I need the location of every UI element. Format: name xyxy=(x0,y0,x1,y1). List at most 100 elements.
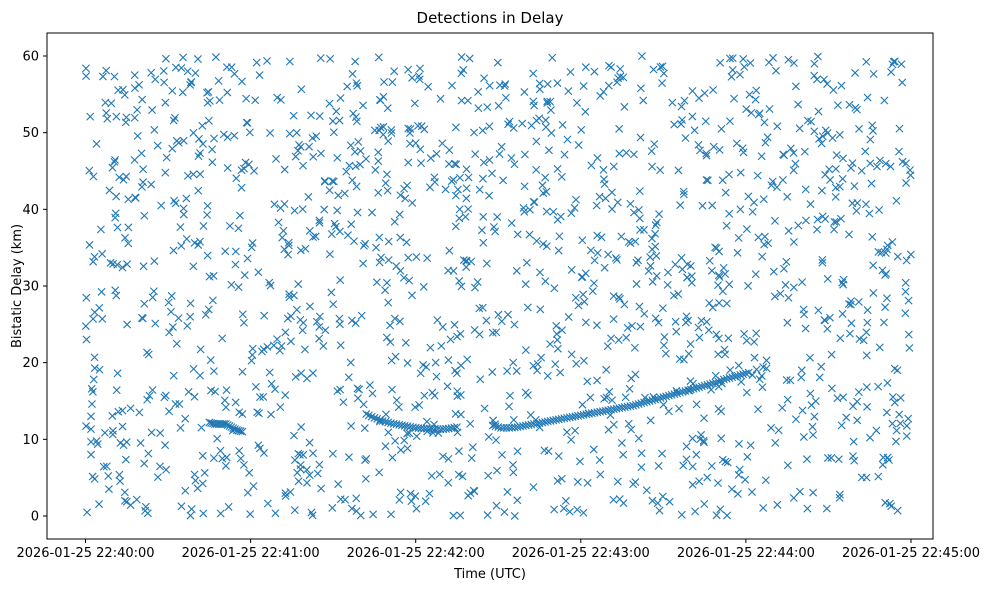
noise-point xyxy=(573,98,581,107)
noise-point xyxy=(294,449,303,458)
noise-point xyxy=(658,492,667,501)
noise-point xyxy=(161,54,170,63)
noise-point xyxy=(361,474,370,483)
noise-point xyxy=(635,187,644,196)
noise-point xyxy=(842,413,851,422)
noise-point xyxy=(494,310,503,319)
noise-point xyxy=(795,487,804,496)
y-tick-label: 30 xyxy=(22,280,39,295)
noise-point xyxy=(532,165,541,174)
noise-point xyxy=(660,332,669,341)
noise-point xyxy=(546,106,555,115)
noise-point xyxy=(674,290,683,299)
noise-point xyxy=(273,93,282,102)
noise-point xyxy=(613,198,622,207)
noise-point xyxy=(82,293,91,302)
noise-point xyxy=(540,446,549,455)
track-point xyxy=(452,423,461,432)
noise-point xyxy=(510,320,519,329)
track-point xyxy=(708,379,717,388)
noise-point xyxy=(851,68,860,77)
noise-point xyxy=(814,107,823,116)
noise-point xyxy=(302,478,311,487)
noise-point xyxy=(316,149,325,158)
noise-point xyxy=(644,267,653,276)
noise-point xyxy=(553,344,562,353)
noise-point xyxy=(136,439,145,448)
noise-point xyxy=(344,373,353,382)
noise-point xyxy=(438,323,447,331)
noise-point xyxy=(159,66,168,75)
noise-point xyxy=(654,461,663,470)
noise-point xyxy=(750,198,759,207)
noise-point xyxy=(186,312,195,321)
noise-point xyxy=(381,286,390,295)
noise-point xyxy=(213,434,222,443)
noise-point xyxy=(191,69,200,78)
noise-point xyxy=(552,329,561,338)
noise-point xyxy=(203,201,212,210)
noise-point xyxy=(677,102,686,111)
noise-point xyxy=(661,349,670,358)
noise-point xyxy=(570,203,579,212)
noise-point xyxy=(183,171,192,180)
noise-point xyxy=(491,227,500,236)
track-point xyxy=(645,397,654,405)
noise-point xyxy=(723,458,732,467)
noise-point xyxy=(151,319,160,328)
noise-point xyxy=(857,473,866,482)
noise-point xyxy=(374,53,383,62)
noise-point xyxy=(220,396,229,405)
noise-point xyxy=(181,486,190,495)
noise-point xyxy=(542,207,551,216)
noise-point xyxy=(727,72,736,81)
noise-point xyxy=(249,482,258,491)
noise-point xyxy=(223,164,232,172)
noise-point xyxy=(776,289,785,298)
noise-point xyxy=(663,268,672,277)
noise-point xyxy=(609,162,618,171)
noise-point xyxy=(634,205,643,214)
noise-point xyxy=(473,278,482,287)
noise-point xyxy=(484,471,493,480)
noise-point xyxy=(203,251,212,260)
noise-point xyxy=(636,322,645,331)
noise-point xyxy=(604,81,613,90)
noise-point xyxy=(230,131,239,140)
noise-point xyxy=(740,329,749,338)
noise-point xyxy=(482,316,491,325)
noise-point xyxy=(254,441,263,450)
noise-point xyxy=(296,315,305,324)
noise-point xyxy=(426,154,435,163)
noise-point xyxy=(612,255,621,264)
noise-point xyxy=(651,229,660,238)
noise-point xyxy=(325,99,334,108)
noise-point xyxy=(424,82,433,91)
noise-point xyxy=(699,436,708,445)
noise-point xyxy=(289,111,298,120)
noise-point xyxy=(510,160,519,169)
noise-point xyxy=(536,305,545,314)
noise-point xyxy=(621,393,630,402)
noise-point xyxy=(846,300,855,309)
noise-point xyxy=(329,300,338,309)
noise-point xyxy=(452,160,461,169)
noise-point xyxy=(628,321,637,330)
noise-point xyxy=(825,165,834,174)
noise-point xyxy=(454,447,463,456)
noise-point xyxy=(423,254,432,263)
noise-point xyxy=(640,309,649,318)
noise-point xyxy=(686,261,695,270)
x-axis-label: Time (UTC) xyxy=(453,567,526,582)
noise-point xyxy=(754,233,763,242)
noise-point xyxy=(619,450,628,459)
noise-point xyxy=(267,379,276,388)
noise-point xyxy=(297,369,306,378)
noise-point xyxy=(880,96,889,105)
noise-point xyxy=(872,426,881,435)
noise-point xyxy=(412,504,421,513)
noise-point xyxy=(825,313,834,322)
noise-point xyxy=(121,118,130,127)
noise-point xyxy=(98,314,107,323)
x-tick-label: 2026-01-25 22:43:00 xyxy=(512,546,650,561)
